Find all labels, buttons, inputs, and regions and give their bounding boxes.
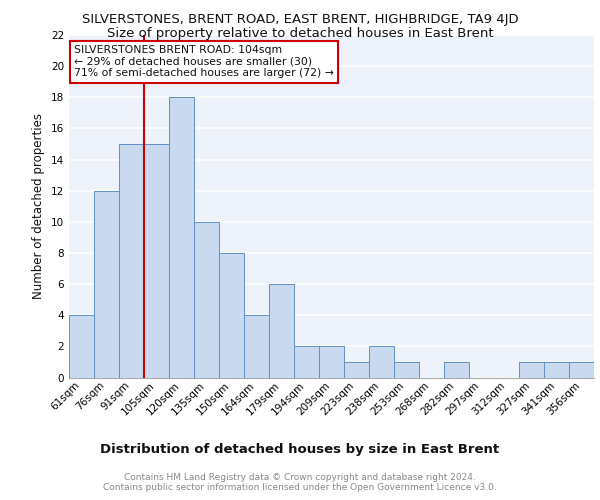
Text: Size of property relative to detached houses in East Brent: Size of property relative to detached ho… — [107, 28, 493, 40]
Bar — [244, 315, 269, 378]
Bar — [94, 190, 119, 378]
Text: Contains HM Land Registry data © Crown copyright and database right 2024.
Contai: Contains HM Land Registry data © Crown c… — [103, 473, 497, 492]
Bar — [519, 362, 544, 378]
Bar — [369, 346, 394, 378]
Bar — [219, 253, 244, 378]
Text: SILVERSTONES BRENT ROAD: 104sqm
← 29% of detached houses are smaller (30)
71% of: SILVERSTONES BRENT ROAD: 104sqm ← 29% of… — [74, 46, 334, 78]
Text: Distribution of detached houses by size in East Brent: Distribution of detached houses by size … — [100, 442, 500, 456]
Bar — [69, 315, 94, 378]
Bar — [119, 144, 144, 378]
Text: SILVERSTONES, BRENT ROAD, EAST BRENT, HIGHBRIDGE, TA9 4JD: SILVERSTONES, BRENT ROAD, EAST BRENT, HI… — [82, 12, 518, 26]
Bar — [344, 362, 369, 378]
Bar — [394, 362, 419, 378]
Bar — [319, 346, 344, 378]
Bar — [569, 362, 594, 378]
Bar — [169, 98, 194, 378]
Bar — [294, 346, 319, 378]
Bar — [544, 362, 569, 378]
Bar — [269, 284, 294, 378]
Y-axis label: Number of detached properties: Number of detached properties — [32, 114, 46, 299]
Bar — [194, 222, 219, 378]
Bar — [144, 144, 169, 378]
Bar — [444, 362, 469, 378]
